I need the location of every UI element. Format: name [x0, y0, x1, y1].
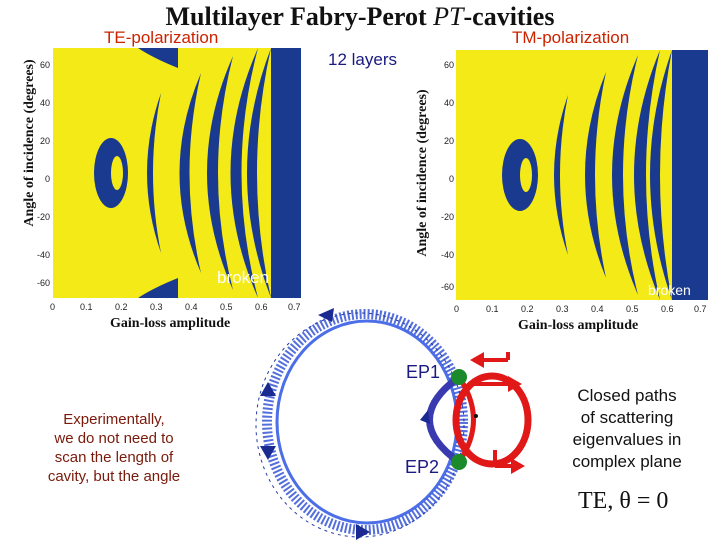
tm-xticks: 0 0.1 0.2 0.3 0.4 0.5 0.6 0.7 — [452, 304, 714, 318]
inner-loop-blue — [426, 374, 462, 465]
broken-label-tm: broken — [648, 282, 691, 298]
te-ytick: -40 — [36, 250, 50, 260]
red-arrow-top-icon — [470, 352, 484, 368]
eigenvalue-paths — [255, 308, 532, 540]
red-arrow-mid-icon — [508, 376, 522, 392]
te-ytick: -60 — [36, 278, 50, 288]
tm-xtick: 0.2 — [521, 304, 534, 314]
tm-xtick: 0.7 — [694, 304, 707, 314]
blue-path-outer — [262, 309, 468, 535]
tm-xtick: 0.4 — [591, 304, 604, 314]
tm-ytick: 20 — [443, 136, 454, 146]
tm-xtick: 0 — [454, 304, 460, 314]
te-xtick: 0.6 — [255, 302, 268, 312]
tm-xlabel: Gain-loss amplitude — [518, 318, 639, 333]
arrow-top-icon — [318, 308, 334, 322]
arrow-left-low-icon — [260, 446, 276, 460]
red-arrow-bottom-icon — [511, 458, 525, 474]
te-xtick: 0.4 — [185, 302, 198, 312]
tm-xtick: 0.1 — [486, 304, 499, 314]
title-main: Multilayer Fabry-Perot — [165, 2, 434, 31]
title-pt: PT — [433, 2, 464, 31]
note-line: scan the length of — [54, 449, 174, 466]
te-ytick: 60 — [39, 60, 50, 70]
tm-ytick: 0 — [448, 174, 454, 184]
tm-yticks: 60 40 20 0 -20 -40 -60 — [432, 50, 454, 300]
tm-polarization-label: TM-polarization — [512, 28, 630, 47]
tm-ytick: -60 — [440, 282, 454, 292]
closed-paths-caption: Closed paths of scattering eigenvalues i… — [542, 385, 712, 473]
ep2-point — [451, 454, 467, 470]
arrow-left-icon — [260, 382, 276, 396]
title-suffix: -cavities — [463, 2, 555, 31]
tm-xtick: 0.3 — [556, 304, 569, 314]
te-xlabel: Gain-loss amplitude — [110, 316, 231, 331]
red-loop — [452, 372, 532, 468]
red-inner-arc — [456, 375, 476, 464]
note-line: cavity, but the angle — [47, 468, 181, 485]
te-xtick: 0 — [50, 302, 56, 312]
note-line: Experimentally, — [63, 411, 165, 428]
te-map — [94, 48, 301, 298]
te-ytick: 0 — [44, 174, 50, 184]
caption-line: eigenvalues in — [572, 430, 682, 449]
broken-label-te: broken — [217, 268, 269, 287]
slide-title: Multilayer Fabry-Perot PT-cavities — [0, 2, 720, 32]
te-xtick: 0.5 — [220, 302, 233, 312]
caption-line: of scattering — [580, 408, 674, 427]
te-xtick: 0.1 — [80, 302, 93, 312]
caption-line: complex plane — [572, 452, 682, 471]
te-xtick: 0.3 — [150, 302, 163, 312]
te-ytick: -20 — [36, 212, 50, 222]
te-polarization-label: TE-polarization — [104, 28, 219, 47]
layers-label: 12 layers — [328, 50, 397, 69]
te-ytick: 20 — [39, 136, 50, 146]
tm-ytick: 40 — [443, 98, 454, 108]
tm-ytick: -40 — [440, 250, 454, 260]
te-xtick: 0.2 — [115, 302, 128, 312]
tm-plot — [456, 50, 708, 300]
te-yticks: 60 40 20 0 -20 -40 -60 — [30, 48, 50, 298]
formula-te-theta: TE, θ = 0 — [578, 488, 669, 514]
experimental-note: Experimentally, we do not need to scan t… — [14, 410, 214, 486]
te-xticks: 0 0.1 0.2 0.3 0.4 0.5 0.6 0.7 — [48, 302, 306, 316]
te-plot — [53, 48, 301, 298]
note-line: we do not need to — [54, 430, 174, 447]
center-dot — [474, 414, 478, 418]
caption-line: Closed paths — [577, 386, 677, 405]
ep1-label: EP1 — [406, 362, 441, 382]
tm-map — [502, 50, 708, 300]
te-ytick: 40 — [39, 98, 50, 108]
tm-xtick: 0.5 — [626, 304, 639, 314]
arrow-inner-icon — [420, 410, 430, 424]
arrow-bottom-icon — [356, 524, 370, 540]
te-xtick: 0.7 — [288, 302, 301, 312]
ep2-label: EP2 — [405, 457, 440, 477]
tm-ytick: -20 — [440, 212, 454, 222]
tm-ylabel: Angle of incidence (degrees) — [415, 89, 430, 257]
tm-xtick: 0.6 — [661, 304, 674, 314]
ep1-point — [451, 369, 467, 385]
tm-ytick: 60 — [443, 60, 454, 70]
